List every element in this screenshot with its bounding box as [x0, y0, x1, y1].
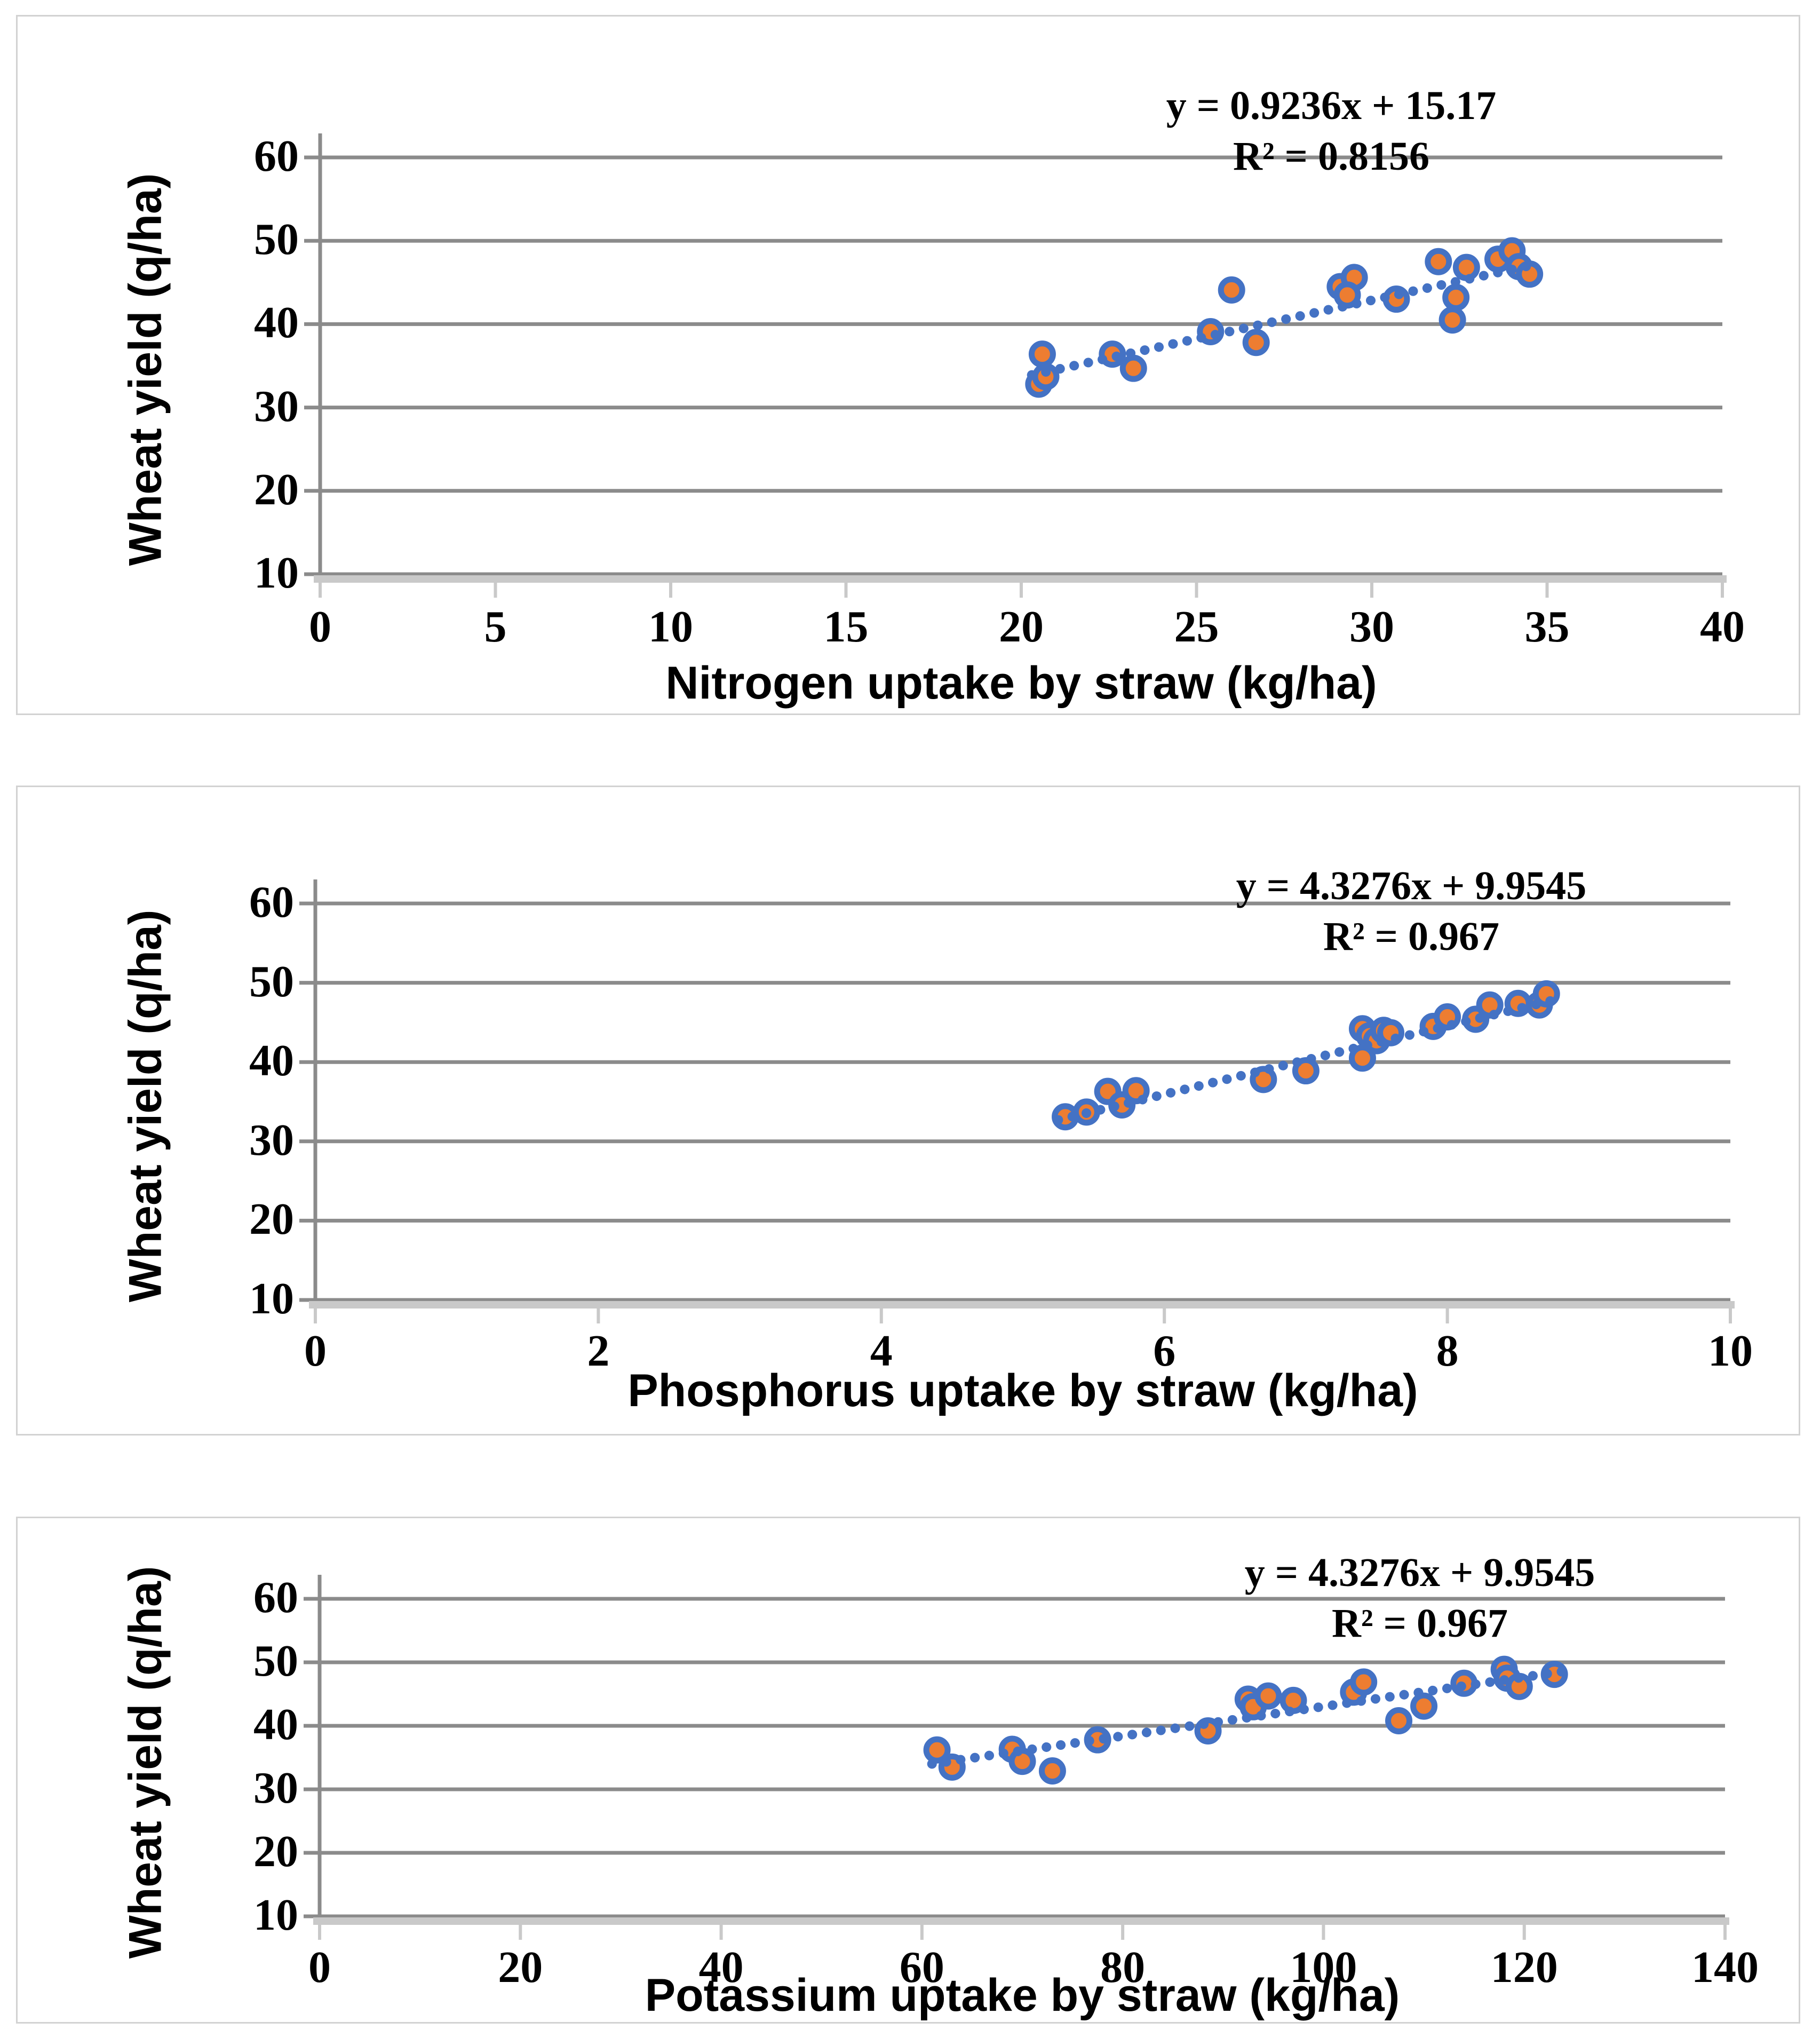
- y-tick-label-10: 10: [249, 1274, 294, 1323]
- data-point-12: [1350, 1668, 1378, 1696]
- potassium-x-axis-title: Potassium uptake by straw (kg/ha): [645, 1970, 1400, 2021]
- trendline: [927, 1666, 1569, 1769]
- y-tick-label-30: 30: [253, 1763, 298, 1813]
- data-point-4: [1038, 1757, 1066, 1785]
- x-tick-label-25: 25: [1174, 602, 1219, 652]
- equation-line: y = 0.9236x + 15.17: [1166, 83, 1497, 128]
- r-squared-line: R² = 0.967: [1323, 914, 1499, 959]
- x-tick-label-100: 100: [1290, 1942, 1357, 1992]
- r-squared-line: R² = 0.8156: [1233, 134, 1429, 179]
- phosphorus-chart-panel: y = 4.3276x + 9.9545 R² = 0.967 Wheat yi…: [16, 786, 1800, 1436]
- x-tick-label-60: 60: [899, 1942, 944, 1992]
- x-tick-label-0: 0: [304, 1326, 327, 1376]
- y-tick-label-50: 50: [254, 215, 299, 265]
- data-point-7: [1242, 329, 1270, 356]
- data-point-14: [1410, 1692, 1438, 1720]
- x-tick-label-20: 20: [498, 1942, 543, 1992]
- y-tick-label-50: 50: [253, 1636, 298, 1686]
- nitrogen-y-axis-title: Wheat yield (q/ha): [120, 173, 171, 566]
- trendline: [1053, 995, 1559, 1125]
- x-tick-label-120: 120: [1490, 1942, 1558, 1992]
- potassium-scatter-canvas: [304, 1575, 1729, 1940]
- nitrogen-x-axis-title: Nitrogen uptake by straw (kg/ha): [665, 657, 1377, 709]
- x-tick-label-0: 0: [309, 602, 331, 652]
- data-point-13: [1385, 1707, 1413, 1734]
- data-point-2: [1028, 340, 1056, 368]
- data-point-12: [1425, 248, 1452, 275]
- y-tick-label-10: 10: [254, 548, 299, 598]
- y-tick-label-50: 50: [249, 956, 294, 1006]
- data-point-13: [1438, 306, 1466, 334]
- x-tick-label-35: 35: [1524, 602, 1570, 652]
- y-tick-label-20: 20: [253, 1827, 298, 1876]
- r-squared-line: R² = 0.967: [1332, 1601, 1508, 1646]
- potassium-chart-panel: y = 4.3276x + 9.9545 R² = 0.967 Wheat yi…: [16, 1517, 1800, 2024]
- y-tick-label-20: 20: [249, 1194, 294, 1244]
- x-tick-label-40: 40: [1700, 602, 1745, 652]
- y-tick-label-10: 10: [253, 1890, 298, 1940]
- nitrogen-trendline-equation: y = 0.9236x + 15.17 R² = 0.8156: [958, 81, 1705, 182]
- nitrogen-scatter-canvas: [304, 133, 1727, 598]
- x-tick-label-15: 15: [823, 602, 869, 652]
- y-tick-label-60: 60: [249, 877, 294, 927]
- potassium-y-axis-title: Wheat yield (q/ha): [120, 1566, 171, 1959]
- y-tick-label-40: 40: [249, 1036, 294, 1086]
- equation-line: y = 4.3276x + 9.9545: [1244, 1550, 1595, 1595]
- equation-line: y = 4.3276x + 9.9545: [1236, 863, 1587, 908]
- trendline: [1027, 258, 1545, 380]
- data-point-15: [1452, 253, 1480, 281]
- y-tick-label-20: 20: [254, 464, 299, 514]
- x-tick-label-10: 10: [1708, 1326, 1753, 1376]
- data-point-4: [1119, 354, 1147, 382]
- x-tick-label-20: 20: [999, 602, 1044, 652]
- y-tick-label-60: 60: [254, 131, 299, 181]
- data-point-10: [1333, 281, 1361, 309]
- x-tick-label-80: 80: [1100, 1942, 1146, 1992]
- phosphorus-y-axis-title: Wheat yield (q/ha): [120, 909, 171, 1303]
- phosphorus-trendline-equation: y = 4.3276x + 9.9545 R² = 0.967: [1038, 861, 1785, 962]
- data-point-9: [1254, 1682, 1282, 1710]
- y-tick-label-30: 30: [249, 1115, 294, 1165]
- phosphorus-x-axis-title: Phosphorus uptake by straw (kg/ha): [627, 1365, 1418, 1416]
- phosphorus-scatter-canvas: [299, 879, 1735, 1323]
- x-tick-label-8: 8: [1436, 1326, 1459, 1376]
- y-tick-label-40: 40: [254, 298, 299, 348]
- x-tick-label-30: 30: [1349, 602, 1394, 652]
- x-tick-label-140: 140: [1691, 1942, 1759, 1992]
- nitrogen-chart-panel: y = 0.9236x + 15.17 R² = 0.8156 Wheat yi…: [16, 15, 1800, 715]
- y-tick-label-60: 60: [253, 1573, 298, 1622]
- data-point-14: [1442, 283, 1470, 311]
- x-tick-label-0: 0: [308, 1942, 331, 1992]
- y-tick-label-30: 30: [254, 381, 299, 431]
- x-tick-label-40: 40: [698, 1942, 744, 1992]
- data-point-6: [1218, 276, 1245, 304]
- potassium-trendline-equation: y = 4.3276x + 9.9545 R² = 0.967: [1046, 1548, 1793, 1649]
- data-point-0: [923, 1736, 951, 1764]
- y-tick-label-40: 40: [253, 1700, 298, 1749]
- x-tick-label-10: 10: [648, 602, 693, 652]
- x-tick-label-2: 2: [587, 1326, 610, 1376]
- x-tick-label-4: 4: [870, 1326, 893, 1376]
- x-tick-label-5: 5: [484, 602, 507, 652]
- x-tick-label-6: 6: [1153, 1326, 1176, 1376]
